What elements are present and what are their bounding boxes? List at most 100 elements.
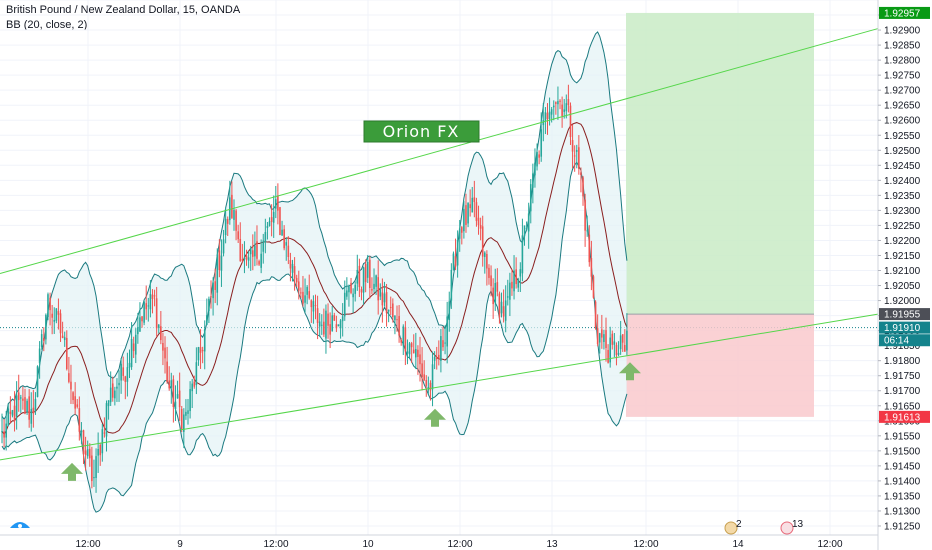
chart-title: British Pound / New Zealand Dollar, 15, … (6, 4, 241, 16)
candle-body (452, 253, 455, 270)
candle (302, 275, 304, 307)
candle (9, 396, 12, 423)
time-tick-label: 10 (362, 539, 374, 550)
candle-body (128, 362, 131, 368)
candle-body (68, 373, 70, 382)
candle-body (373, 283, 375, 290)
candle-body (124, 376, 127, 382)
candle-body (561, 104, 563, 117)
candle-body (61, 335, 64, 338)
candle-body (22, 398, 24, 401)
candle-body (341, 316, 344, 322)
candle (201, 346, 204, 364)
candle (452, 251, 455, 271)
candle-body (398, 316, 400, 336)
candle-body (540, 129, 543, 157)
candle-body (379, 289, 382, 297)
event-badge[interactable]: 2 (724, 519, 742, 535)
candle (274, 186, 277, 219)
candle (277, 183, 279, 225)
candle-body (216, 254, 219, 293)
candle-body (375, 275, 377, 287)
price-tick-label: 1.91850 (884, 341, 921, 352)
candle-body (423, 374, 425, 381)
candle (504, 285, 507, 333)
candle-body (95, 456, 97, 479)
candle (523, 225, 526, 246)
candle (373, 268, 375, 293)
candle-body (513, 270, 515, 292)
candle-body (126, 367, 129, 382)
candle (72, 391, 74, 405)
candle (212, 277, 214, 316)
candle (578, 135, 580, 175)
candle-body (291, 263, 294, 273)
candle (164, 336, 166, 374)
candle-body (440, 336, 442, 361)
candle-body (55, 308, 58, 321)
candle-body (32, 407, 35, 414)
event-badge[interactable]: 13 (780, 519, 804, 535)
candle-body (346, 290, 348, 297)
candle (285, 237, 288, 261)
candle-body (410, 343, 413, 348)
candle-body (270, 217, 273, 222)
candle (385, 283, 388, 327)
candle (254, 231, 256, 267)
candle-body (105, 403, 108, 437)
candle-body (229, 197, 231, 221)
candle (174, 385, 177, 421)
candle-body (36, 366, 39, 397)
candle-body (141, 316, 143, 322)
candle-body (509, 282, 511, 300)
candle-body (500, 301, 503, 314)
candle-body (343, 292, 346, 317)
candle-body (143, 301, 145, 323)
price-tag-bg (879, 334, 930, 347)
candle-body (435, 358, 438, 360)
candle (538, 150, 540, 165)
candle (431, 351, 434, 407)
time-tick-label: 12:00 (633, 539, 658, 550)
candle-body (237, 231, 239, 240)
candle (442, 326, 444, 351)
price-tick-label: 1.91650 (884, 401, 921, 412)
candle (183, 408, 185, 449)
candle (168, 366, 170, 391)
candle-body (3, 431, 5, 438)
candle-body (199, 347, 202, 353)
candle (586, 215, 588, 237)
candle (423, 360, 425, 382)
candle (216, 248, 219, 306)
price-tick-label: 1.91350 (884, 491, 921, 502)
price-tick-label: 1.92550 (884, 131, 921, 142)
candle (172, 375, 175, 423)
candle-body (45, 314, 47, 340)
candle (369, 256, 371, 299)
tradingview-logo[interactable] (8, 518, 32, 530)
candle (120, 358, 122, 394)
candle (147, 297, 150, 322)
candle-body (314, 305, 317, 307)
candle-body (208, 298, 210, 312)
candle-body (598, 333, 601, 343)
candle (97, 432, 99, 473)
candle-body (567, 99, 570, 106)
trend-channel (0, 28, 879, 461)
price-tick-label: 1.92400 (884, 176, 921, 187)
candle (387, 309, 390, 323)
candle-body (486, 253, 488, 269)
candle (327, 303, 329, 339)
candle (1, 413, 3, 444)
candle-body (166, 361, 168, 382)
candle-body (377, 277, 379, 301)
candle-body (412, 349, 415, 354)
price-tag-label: 1.91910 (884, 323, 921, 334)
candle-body (469, 204, 471, 209)
candle-body (49, 297, 51, 311)
price-tag-target: 1.92957 (879, 6, 930, 19)
candle (490, 265, 492, 297)
candle-body (116, 386, 118, 389)
time-tick-label: 12:00 (75, 539, 100, 550)
